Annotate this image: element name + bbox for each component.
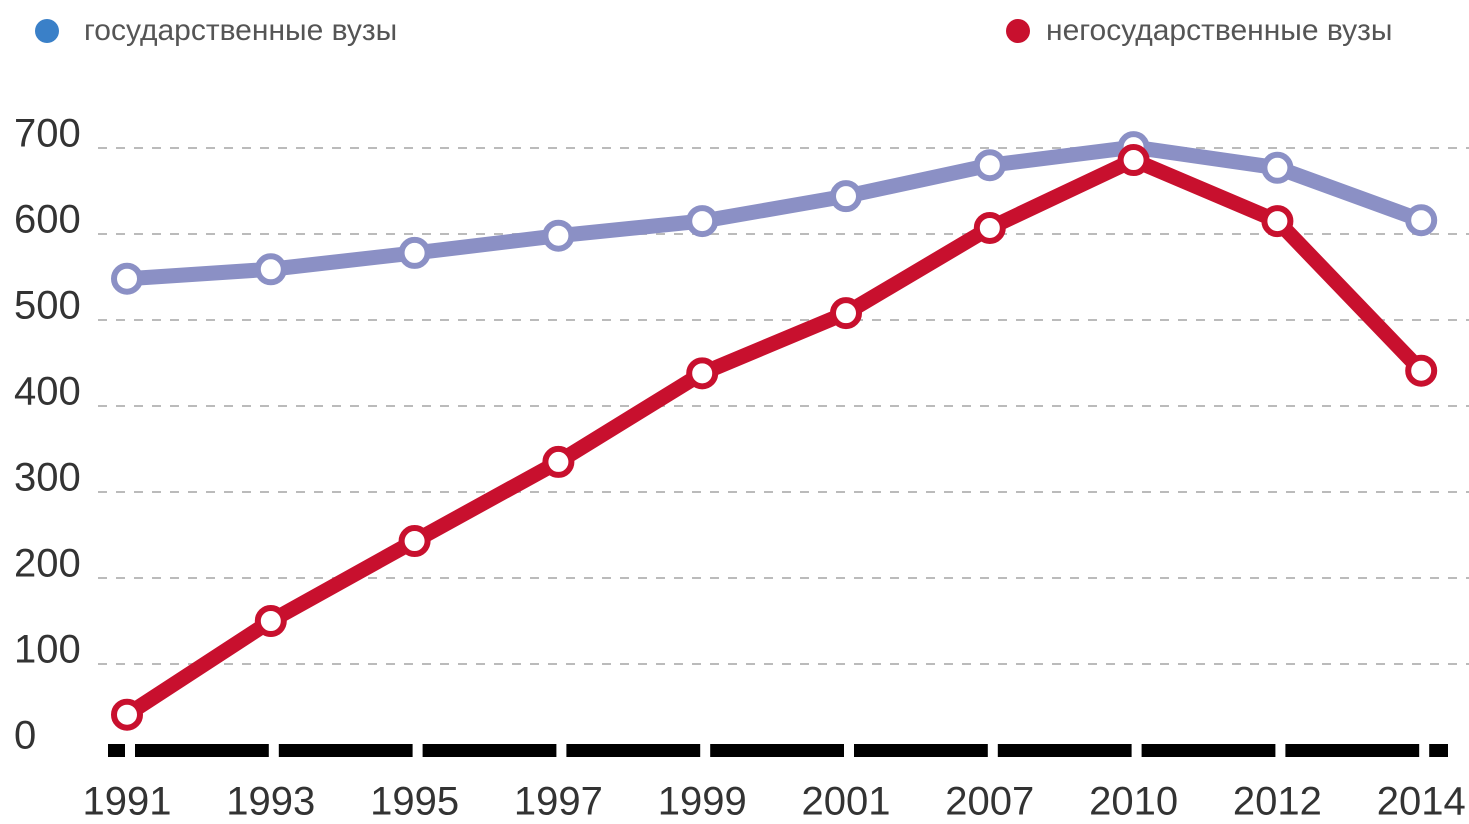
point-marker [542,219,575,252]
x-tick-label: 1999 [658,780,747,824]
x-tick-label: 1991 [83,780,172,824]
point-marker [1405,354,1438,387]
axis-segment [278,744,413,757]
axis-segment [997,744,1132,757]
point-marker [111,262,143,295]
x-tick-label: 1997 [514,780,603,824]
point-marker [830,180,862,213]
point-marker [1405,204,1438,237]
x-tick-label: 2010 [1089,780,1178,824]
point-marker [111,698,143,731]
axis-segment [422,744,557,757]
x-tick-label: 1995 [370,780,459,824]
series-line [122,152,1427,722]
point-marker [830,297,862,330]
series-line [126,139,1424,287]
point-marker [254,605,287,637]
point-marker [542,445,575,478]
y-tick-label: 500 [14,284,81,328]
point-marker [686,205,719,238]
point-marker [398,236,431,269]
axis-segment [108,744,125,757]
point-marker [1261,205,1294,238]
x-tick-label: 2007 [945,780,1034,824]
y-tick-label: 100 [14,628,81,672]
axis-segment [854,744,988,757]
point-marker [973,149,1006,182]
point-marker [1261,151,1294,184]
x-tick-label: 2014 [1377,780,1466,824]
axis-segment [1429,744,1448,757]
legend-marker [35,19,59,43]
axis-segment [1141,744,1276,757]
point-marker [398,525,431,558]
y-tick-label: 300 [14,456,81,500]
y-tick-label: 200 [14,542,81,586]
axis-segment [1285,744,1420,757]
y-tick-label: 700 [14,112,81,156]
y-tick-label: 400 [14,370,81,414]
y-tick-label: 600 [14,198,81,242]
legend-label: негосударственные вузы [1046,14,1392,47]
x-tick-label: 2012 [1233,780,1322,824]
point-marker [1117,144,1150,177]
point-marker [254,253,287,286]
point-marker [973,211,1006,244]
x-tick-label: 1993 [226,780,315,824]
axis-segment [135,744,269,757]
legend-label: государственные вузы [84,14,397,47]
legend-marker [1006,19,1030,43]
x-tick-label: 2001 [802,780,891,824]
y-tick-label: 0 [14,714,36,758]
point-marker [686,357,719,390]
axis-segment [566,744,701,757]
axis-segment [710,744,844,757]
